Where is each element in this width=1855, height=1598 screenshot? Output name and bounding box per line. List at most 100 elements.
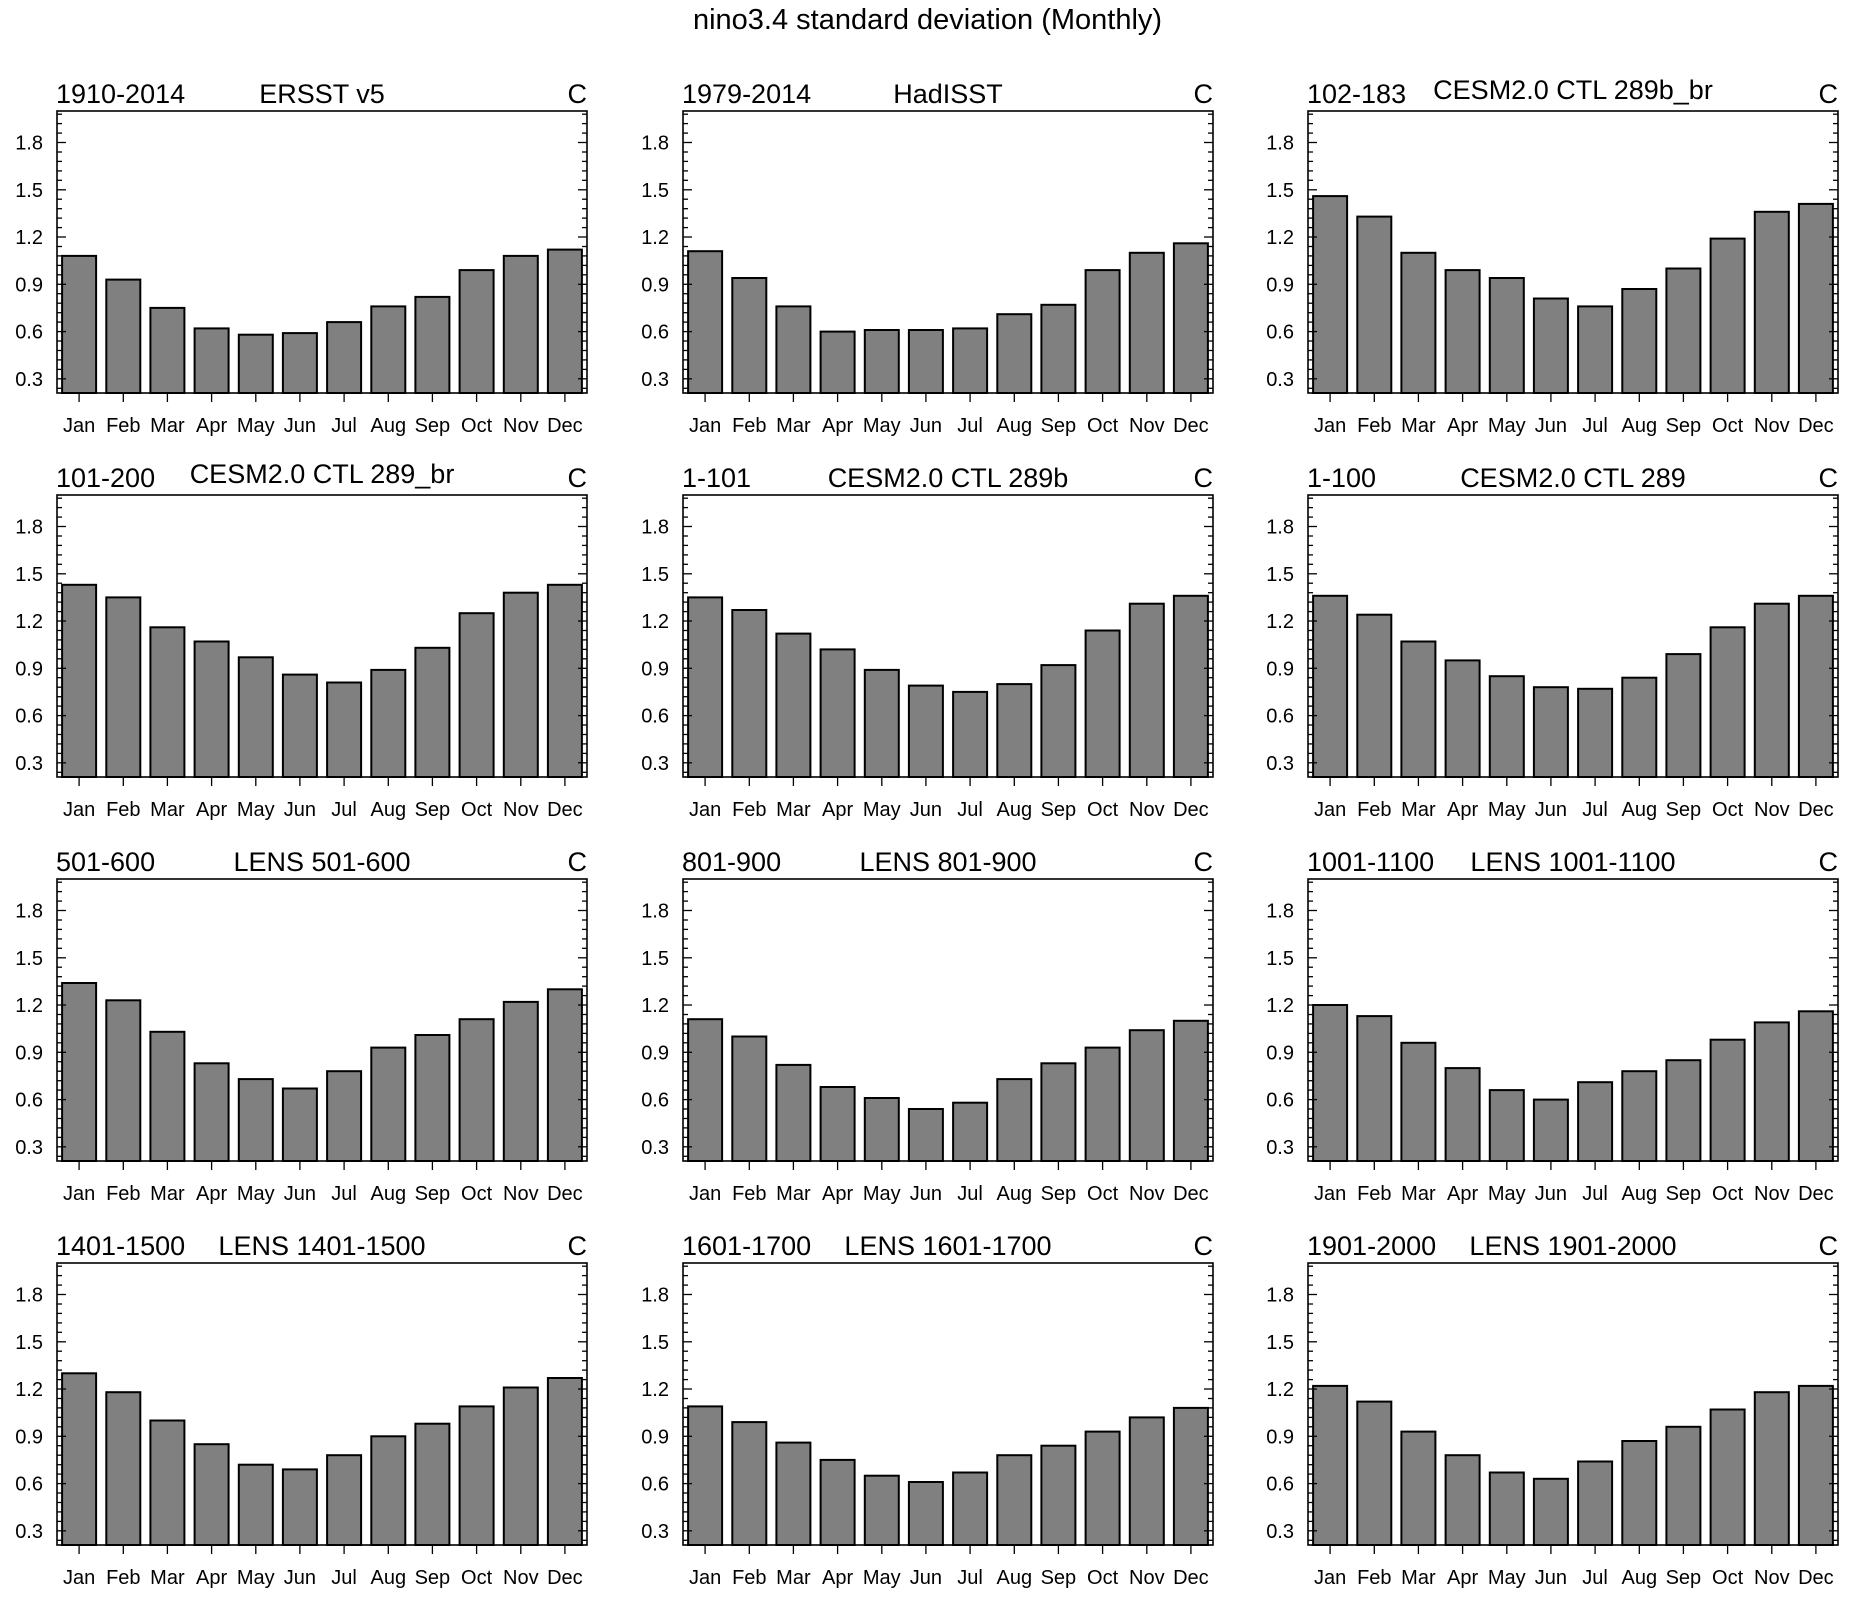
chart-panel-2: 1979-2014 HadISST C 0.3 0.6 0.9 1.2 1.5 1.8 Jan Fe… bbox=[641, 79, 1214, 437]
panel-units-label: C bbox=[568, 463, 588, 493]
x-tick-label: Dec bbox=[1173, 1567, 1209, 1589]
x-tick-label: Jan bbox=[63, 799, 95, 821]
y-tick-label: 0.3 bbox=[641, 369, 669, 391]
bar-jul bbox=[1577, 687, 1614, 778]
x-tick-label: Jul bbox=[957, 1183, 983, 1205]
y-tick-label: 1.5 bbox=[15, 1332, 43, 1354]
x-tick-label: Oct bbox=[1712, 799, 1744, 821]
x-tick-label: Oct bbox=[1712, 1183, 1744, 1205]
x-tick-label: Mar bbox=[1401, 799, 1436, 821]
bar-sep bbox=[1040, 303, 1077, 394]
panel-left-title: 801-900 bbox=[682, 847, 781, 877]
y-tick-label: 0.9 bbox=[1266, 658, 1294, 680]
panel-units-label: C bbox=[1194, 463, 1214, 493]
x-tick-label: Oct bbox=[1712, 415, 1744, 437]
bar-sep bbox=[1665, 1059, 1702, 1162]
y-tick-label: 0.9 bbox=[1266, 1426, 1294, 1448]
y-tick-label: 0.3 bbox=[15, 1137, 43, 1159]
panel-center-title: CESM2.0 CTL 289b bbox=[828, 463, 1069, 493]
x-tick-label: Jun bbox=[1535, 1567, 1567, 1589]
panel-left-title: 1-100 bbox=[1307, 463, 1376, 493]
panel-center-title: HadISST bbox=[893, 79, 1003, 109]
bar-mar bbox=[149, 1419, 186, 1546]
bar-jul bbox=[952, 1101, 989, 1162]
y-tick-label: 1.5 bbox=[15, 564, 43, 586]
panel-units-label: C bbox=[568, 1231, 588, 1261]
y-tick-label: 0.9 bbox=[1266, 1042, 1294, 1064]
bar-aug bbox=[996, 683, 1033, 778]
y-tick-label: 0.3 bbox=[15, 1521, 43, 1543]
bar-aug bbox=[370, 1046, 407, 1162]
bar-oct bbox=[1084, 1046, 1121, 1162]
x-tick-label: Jun bbox=[1535, 799, 1567, 821]
bar-sep bbox=[414, 646, 451, 778]
x-tick-label: Jun bbox=[284, 1183, 316, 1205]
panel-center-title: CESM2.0 CTL 289_br bbox=[190, 459, 455, 489]
x-tick-label: Feb bbox=[732, 1567, 766, 1589]
plot-frame bbox=[682, 878, 1214, 1162]
y-tick-label: 1.2 bbox=[1266, 611, 1294, 633]
bar-jan bbox=[61, 583, 98, 778]
bar-aug bbox=[1621, 676, 1658, 779]
x-tick-label: Jun bbox=[284, 799, 316, 821]
bar-nov bbox=[1128, 1029, 1165, 1162]
y-tick-label: 1.5 bbox=[15, 180, 43, 202]
bar-oct bbox=[1709, 1038, 1746, 1162]
y-tick-label: 0.6 bbox=[1266, 1090, 1294, 1112]
x-tick-label: Aug bbox=[997, 1183, 1033, 1205]
bar-sep bbox=[1040, 1062, 1077, 1163]
bar-sep bbox=[1665, 267, 1702, 394]
y-tick-label: 0.6 bbox=[1266, 706, 1294, 728]
y-tick-label: 1.5 bbox=[1266, 948, 1294, 970]
bar-jan bbox=[61, 254, 98, 394]
bar-jul bbox=[326, 681, 363, 778]
x-tick-label: Jun bbox=[910, 415, 942, 437]
bar-nov bbox=[1128, 602, 1165, 779]
y-tick-label: 1.2 bbox=[1266, 227, 1294, 249]
x-tick-label: May bbox=[1488, 1183, 1526, 1205]
bar-apr bbox=[819, 1458, 856, 1547]
bar-feb bbox=[105, 596, 142, 779]
bar-mar bbox=[775, 632, 812, 778]
x-tick-label: Jan bbox=[1314, 415, 1346, 437]
chart-panel-6: 1-100 CESM2.0 CTL 289 C 0.3 0.6 0.9 1.2 1.5 1.8 J… bbox=[1266, 463, 1839, 821]
bar-jun bbox=[907, 329, 944, 394]
bar-sep bbox=[1665, 1425, 1702, 1547]
bar-aug bbox=[996, 1078, 1033, 1162]
bar-jun bbox=[907, 684, 944, 778]
x-tick-label: Jan bbox=[63, 1567, 95, 1589]
x-tick-label: Apr bbox=[196, 1567, 227, 1589]
y-tick-label: 0.6 bbox=[15, 322, 43, 344]
x-tick-label: May bbox=[863, 1183, 901, 1205]
chart-panel-7: 501-600 LENS 501-600 C 0.3 0.6 0.9 1.2 1.5 1.8 Ja… bbox=[15, 847, 588, 1205]
bar-sep bbox=[1040, 664, 1077, 778]
x-tick-label: Aug bbox=[997, 415, 1033, 437]
x-tick-label: Apr bbox=[1447, 1567, 1478, 1589]
bar-apr bbox=[819, 330, 856, 395]
x-tick-label: Nov bbox=[1754, 1183, 1790, 1205]
panel-center-title: LENS 1001-1100 bbox=[1470, 847, 1675, 877]
panel-center-title: LENS 501-600 bbox=[233, 847, 410, 877]
bar-oct bbox=[458, 1018, 495, 1163]
y-tick-label: 1.2 bbox=[641, 227, 669, 249]
x-tick-label: Apr bbox=[1447, 799, 1478, 821]
y-tick-label: 0.6 bbox=[641, 1474, 669, 1496]
bar-dec bbox=[1172, 1019, 1209, 1162]
bar-jan bbox=[687, 1018, 724, 1163]
x-tick-label: Jan bbox=[63, 1183, 95, 1205]
bar-sep bbox=[1040, 1444, 1077, 1546]
y-tick-label: 0.9 bbox=[15, 1042, 43, 1064]
y-tick-label: 0.6 bbox=[15, 706, 43, 728]
panel-left-title: 101-200 bbox=[56, 463, 155, 493]
y-tick-label: 0.3 bbox=[1266, 1137, 1294, 1159]
bar-aug bbox=[996, 313, 1033, 395]
x-tick-label: Oct bbox=[1087, 1567, 1119, 1589]
panel-units-label: C bbox=[568, 847, 588, 877]
y-tick-label: 1.5 bbox=[1266, 180, 1294, 202]
x-tick-label: Dec bbox=[1798, 415, 1834, 437]
x-tick-label: Apr bbox=[196, 1183, 227, 1205]
bar-jul bbox=[326, 1070, 363, 1162]
x-tick-label: Apr bbox=[822, 1567, 853, 1589]
x-tick-label: Jul bbox=[957, 1567, 983, 1589]
x-tick-label: Sep bbox=[1666, 415, 1702, 437]
